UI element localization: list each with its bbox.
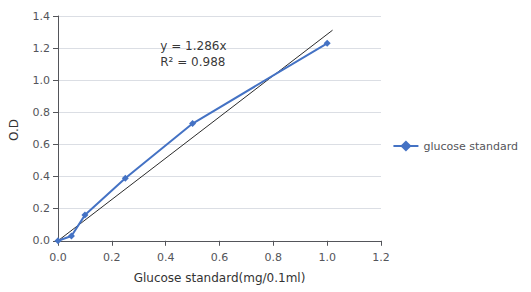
svg-text:0.4: 0.4 [33,170,51,183]
svg-text:glucose standard: glucose standard [423,140,518,153]
svg-text:1.0: 1.0 [318,251,336,264]
svg-text:0.2: 0.2 [103,251,121,264]
svg-text:1.2: 1.2 [33,42,51,55]
svg-text:0.8: 0.8 [33,106,51,119]
svg-text:0.0: 0.0 [33,234,51,247]
svg-text:0.2: 0.2 [33,202,51,215]
svg-text:0.6: 0.6 [33,138,51,151]
svg-text:0.6: 0.6 [211,251,229,264]
svg-text:1.0: 1.0 [33,74,51,87]
svg-text:0.0: 0.0 [49,251,67,264]
svg-text:R² = 0.988: R² = 0.988 [160,55,225,69]
svg-text:Glucose standard(mg/0.1ml): Glucose standard(mg/0.1ml) [134,271,306,285]
svg-text:1.4: 1.4 [33,10,51,23]
svg-text:y = 1.286x: y = 1.286x [160,39,226,53]
svg-text:0.8: 0.8 [265,251,283,264]
svg-text:O.D: O.D [7,119,21,141]
svg-text:0.4: 0.4 [157,251,175,264]
svg-text:1.2: 1.2 [372,251,390,264]
